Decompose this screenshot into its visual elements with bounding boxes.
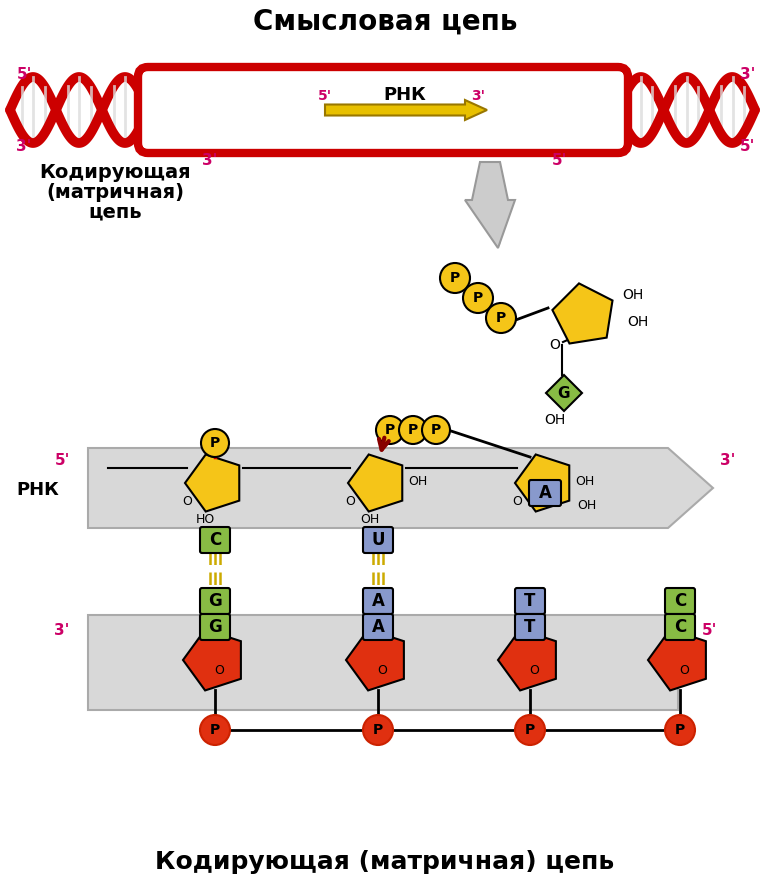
Text: OH: OH [578,498,597,512]
Text: A: A [538,484,551,502]
Text: 5': 5' [318,89,332,103]
Text: РНК: РНК [17,481,59,499]
Text: 5': 5' [16,67,32,82]
Text: 5': 5' [552,152,567,167]
Text: C: C [674,618,686,636]
Text: OH: OH [544,413,566,427]
Text: P: P [525,723,535,737]
Circle shape [376,416,404,444]
Polygon shape [88,448,713,528]
Text: T: T [524,618,536,636]
Text: P: P [450,271,460,285]
FancyBboxPatch shape [200,527,230,553]
FancyBboxPatch shape [515,614,545,640]
FancyBboxPatch shape [138,67,628,153]
Text: 5': 5' [740,139,755,153]
Polygon shape [515,455,569,512]
Text: OH: OH [360,513,380,525]
Text: P: P [210,436,220,450]
Text: OH: OH [575,474,594,488]
Text: 3': 3' [55,622,70,637]
Text: O: O [182,495,192,507]
Circle shape [440,263,470,293]
Polygon shape [648,629,706,691]
Text: P: P [373,723,383,737]
FancyBboxPatch shape [529,480,561,506]
Text: O: O [214,664,224,676]
Text: (матричная): (матричная) [46,182,184,201]
Polygon shape [498,629,556,691]
Text: 3': 3' [471,89,485,103]
FancyBboxPatch shape [363,527,393,553]
Text: OH: OH [408,474,427,488]
Text: РНК: РНК [383,86,427,104]
Text: O: O [529,664,539,676]
Text: C: C [209,531,221,549]
Polygon shape [465,162,515,248]
Text: O: O [550,338,561,352]
Text: C: C [674,592,686,610]
FancyBboxPatch shape [200,614,230,640]
Text: 5': 5' [702,622,718,637]
Text: O: O [377,664,387,676]
FancyArrow shape [325,100,487,120]
Text: O: O [345,495,355,507]
Polygon shape [552,283,612,344]
Text: Кодирующая (матричная) цепь: Кодирующая (матричная) цепь [156,850,614,874]
Text: G: G [557,385,571,400]
Text: 3': 3' [720,452,735,467]
Text: 3': 3' [740,67,755,82]
Text: 5': 5' [55,452,70,467]
Polygon shape [348,455,402,512]
Text: P: P [675,723,685,737]
Circle shape [422,416,450,444]
FancyBboxPatch shape [363,614,393,640]
Circle shape [463,283,493,313]
Polygon shape [185,455,239,512]
Text: 3': 3' [203,152,218,167]
Text: A: A [372,618,384,636]
Circle shape [486,303,516,333]
Text: OH: OH [622,288,644,302]
Text: P: P [408,423,418,437]
FancyBboxPatch shape [200,588,230,614]
FancyBboxPatch shape [515,588,545,614]
Text: OH: OH [628,315,648,329]
Circle shape [363,715,393,745]
Polygon shape [183,629,241,691]
Polygon shape [88,615,678,710]
Text: A: A [372,592,384,610]
Text: G: G [208,618,222,636]
Text: Кодирующая: Кодирующая [39,163,191,182]
FancyBboxPatch shape [363,588,393,614]
FancyBboxPatch shape [665,614,695,640]
Text: P: P [385,423,395,437]
Circle shape [200,715,230,745]
Circle shape [399,416,427,444]
Text: U: U [371,531,385,549]
FancyBboxPatch shape [665,588,695,614]
Polygon shape [546,375,582,411]
Text: T: T [524,592,536,610]
Text: 3': 3' [16,139,32,153]
Polygon shape [346,629,404,691]
Text: G: G [208,592,222,610]
Text: P: P [431,423,441,437]
Text: P: P [496,311,506,325]
Circle shape [201,429,229,457]
Circle shape [515,715,545,745]
Text: цепь: цепь [89,203,142,222]
Text: O: O [679,664,689,676]
Text: P: P [210,723,220,737]
Text: P: P [473,291,483,305]
Text: HO: HO [196,513,215,525]
Text: O: O [512,495,522,507]
Text: Смысловая цепь: Смысловая цепь [253,8,517,36]
Circle shape [665,715,695,745]
